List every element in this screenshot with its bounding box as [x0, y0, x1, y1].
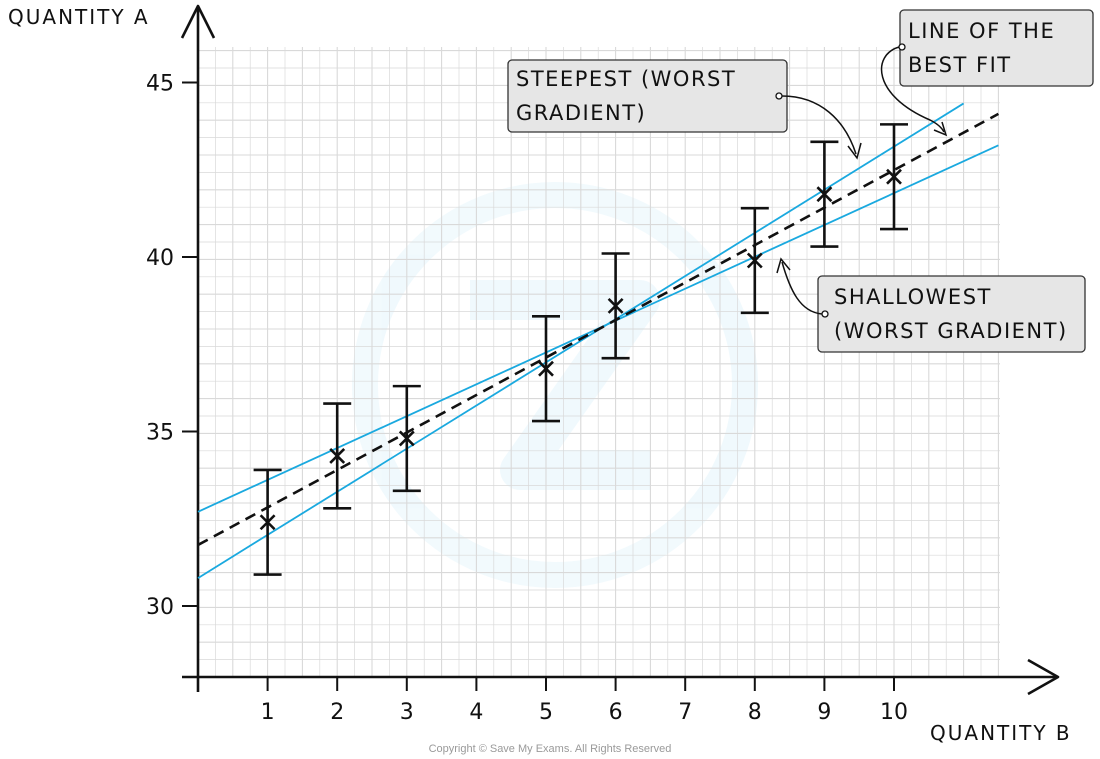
- x-axis-label: QUANTITY B: [930, 721, 1072, 745]
- callout-best-fit-line2: BEST FIT: [908, 53, 1012, 77]
- watermark-logo: [352, 182, 758, 588]
- best-fit-line: [197, 112, 1000, 547]
- x-tick-label: 6: [609, 700, 623, 725]
- point-marker: [259, 514, 276, 531]
- point-marker: [538, 360, 554, 377]
- x-tick-label: 9: [817, 700, 831, 725]
- data-points: [253, 123, 908, 576]
- data-point: [323, 402, 352, 510]
- data-point: [880, 123, 908, 231]
- data-point: [601, 252, 630, 360]
- x-tick-label: 5: [539, 700, 553, 725]
- callout-steepest-line1: STEEPEST (WORST: [516, 67, 736, 91]
- steepest-line: [197, 102, 965, 579]
- y-tick-label: 30: [146, 595, 174, 620]
- y-axis-arrow: [180, 4, 216, 39]
- callout-shallowest-line2: (WORST GRADIENT): [834, 319, 1068, 343]
- copyright-text: Copyright © Save My Exams. All Rights Re…: [429, 743, 672, 755]
- point-marker: [816, 186, 833, 203]
- x-tick-label: 7: [678, 700, 692, 725]
- callout-steepest: STEEPEST (WORST GRADIENT): [507, 59, 862, 160]
- point-marker: [398, 430, 415, 447]
- callout-steepest-line2: GRADIENT): [516, 101, 646, 125]
- y-tick-label: 40: [146, 246, 174, 271]
- point-marker: [746, 252, 763, 269]
- data-point: [740, 206, 769, 315]
- x-tick-label: 2: [330, 700, 344, 725]
- data-point: [392, 384, 421, 493]
- x-tick-label: 3: [400, 700, 414, 725]
- y-tick-label: 35: [146, 421, 174, 446]
- data-point: [253, 468, 282, 576]
- x-tick-label: 1: [261, 700, 275, 725]
- x-tick-label: 4: [469, 700, 483, 725]
- data-point: [532, 315, 560, 423]
- callout-shallowest-line1: SHALLOWEST: [834, 285, 992, 309]
- callout-best-fit-line1: LINE OF THE: [908, 19, 1055, 43]
- point-marker: [607, 297, 624, 314]
- x-axis-arrow: [1027, 658, 1060, 696]
- data-point: [810, 140, 839, 248]
- point-marker: [329, 448, 346, 464]
- x-tick-label: 8: [748, 700, 762, 725]
- x-tick-label: 10: [880, 700, 908, 725]
- y-tick-label: 45: [146, 72, 174, 97]
- point-marker: [886, 168, 902, 185]
- callout-shallowest: SHALLOWEST (WORST GRADIENT): [776, 257, 1086, 353]
- y-axis-label: QUANTITY A: [8, 5, 150, 29]
- callout-best-fit: LINE OF THE BEST FIT: [880, 9, 1094, 137]
